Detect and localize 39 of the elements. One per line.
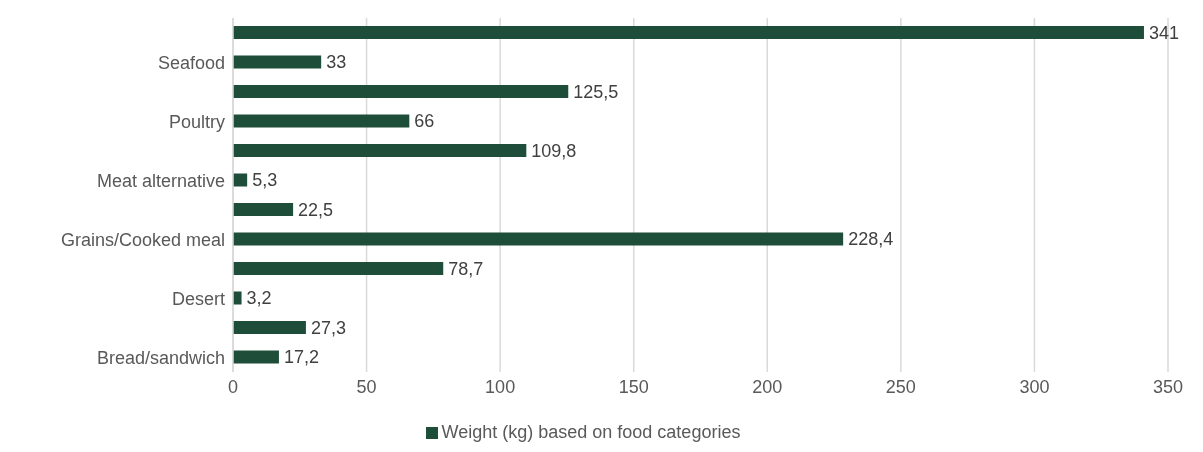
legend-label: Weight (kg) based on food categories xyxy=(441,422,741,442)
bar xyxy=(233,203,294,216)
bar xyxy=(233,26,1144,39)
x-tick-label: 200 xyxy=(752,376,783,397)
bar xyxy=(233,144,527,157)
data-label: 109,8 xyxy=(531,140,577,161)
y-tick-label: Poultry xyxy=(168,111,225,132)
data-label: 125,5 xyxy=(573,81,619,102)
data-label: 33 xyxy=(326,52,347,73)
y-tick-label: Meat alternative xyxy=(96,170,225,191)
x-tick-label: 100 xyxy=(485,376,516,397)
x-tick-label: 350 xyxy=(1152,376,1184,397)
y-tick-label: Bread/sandwich xyxy=(96,347,225,368)
bar xyxy=(233,232,844,246)
x-tick-label: 50 xyxy=(356,376,377,397)
y-tick-label: Seafood xyxy=(157,52,225,73)
x-tick-label: 150 xyxy=(618,376,649,397)
bar xyxy=(233,321,306,334)
data-label: 17,2 xyxy=(283,347,319,368)
data-label: 22,5 xyxy=(298,199,334,220)
bar xyxy=(233,55,322,69)
x-tick-label: 300 xyxy=(1019,376,1050,397)
data-label: 5,3 xyxy=(252,170,278,191)
data-label: 66 xyxy=(414,111,435,132)
y-tick-label: Desert xyxy=(171,288,225,309)
bar xyxy=(233,291,242,305)
bar xyxy=(233,114,410,128)
bar xyxy=(233,85,569,98)
bar xyxy=(233,173,248,187)
bar xyxy=(233,262,444,275)
data-label: 228,4 xyxy=(848,229,894,250)
y-tick-label: Grains/Cooked meal xyxy=(60,229,225,250)
data-label: 27,3 xyxy=(310,317,346,338)
x-tick-label: 0 xyxy=(227,376,239,397)
data-label: 341 xyxy=(1148,22,1179,43)
data-label: 78,7 xyxy=(448,258,484,279)
x-tick-label: 250 xyxy=(885,376,916,397)
bar xyxy=(233,350,279,364)
data-label: 3,2 xyxy=(246,288,272,309)
